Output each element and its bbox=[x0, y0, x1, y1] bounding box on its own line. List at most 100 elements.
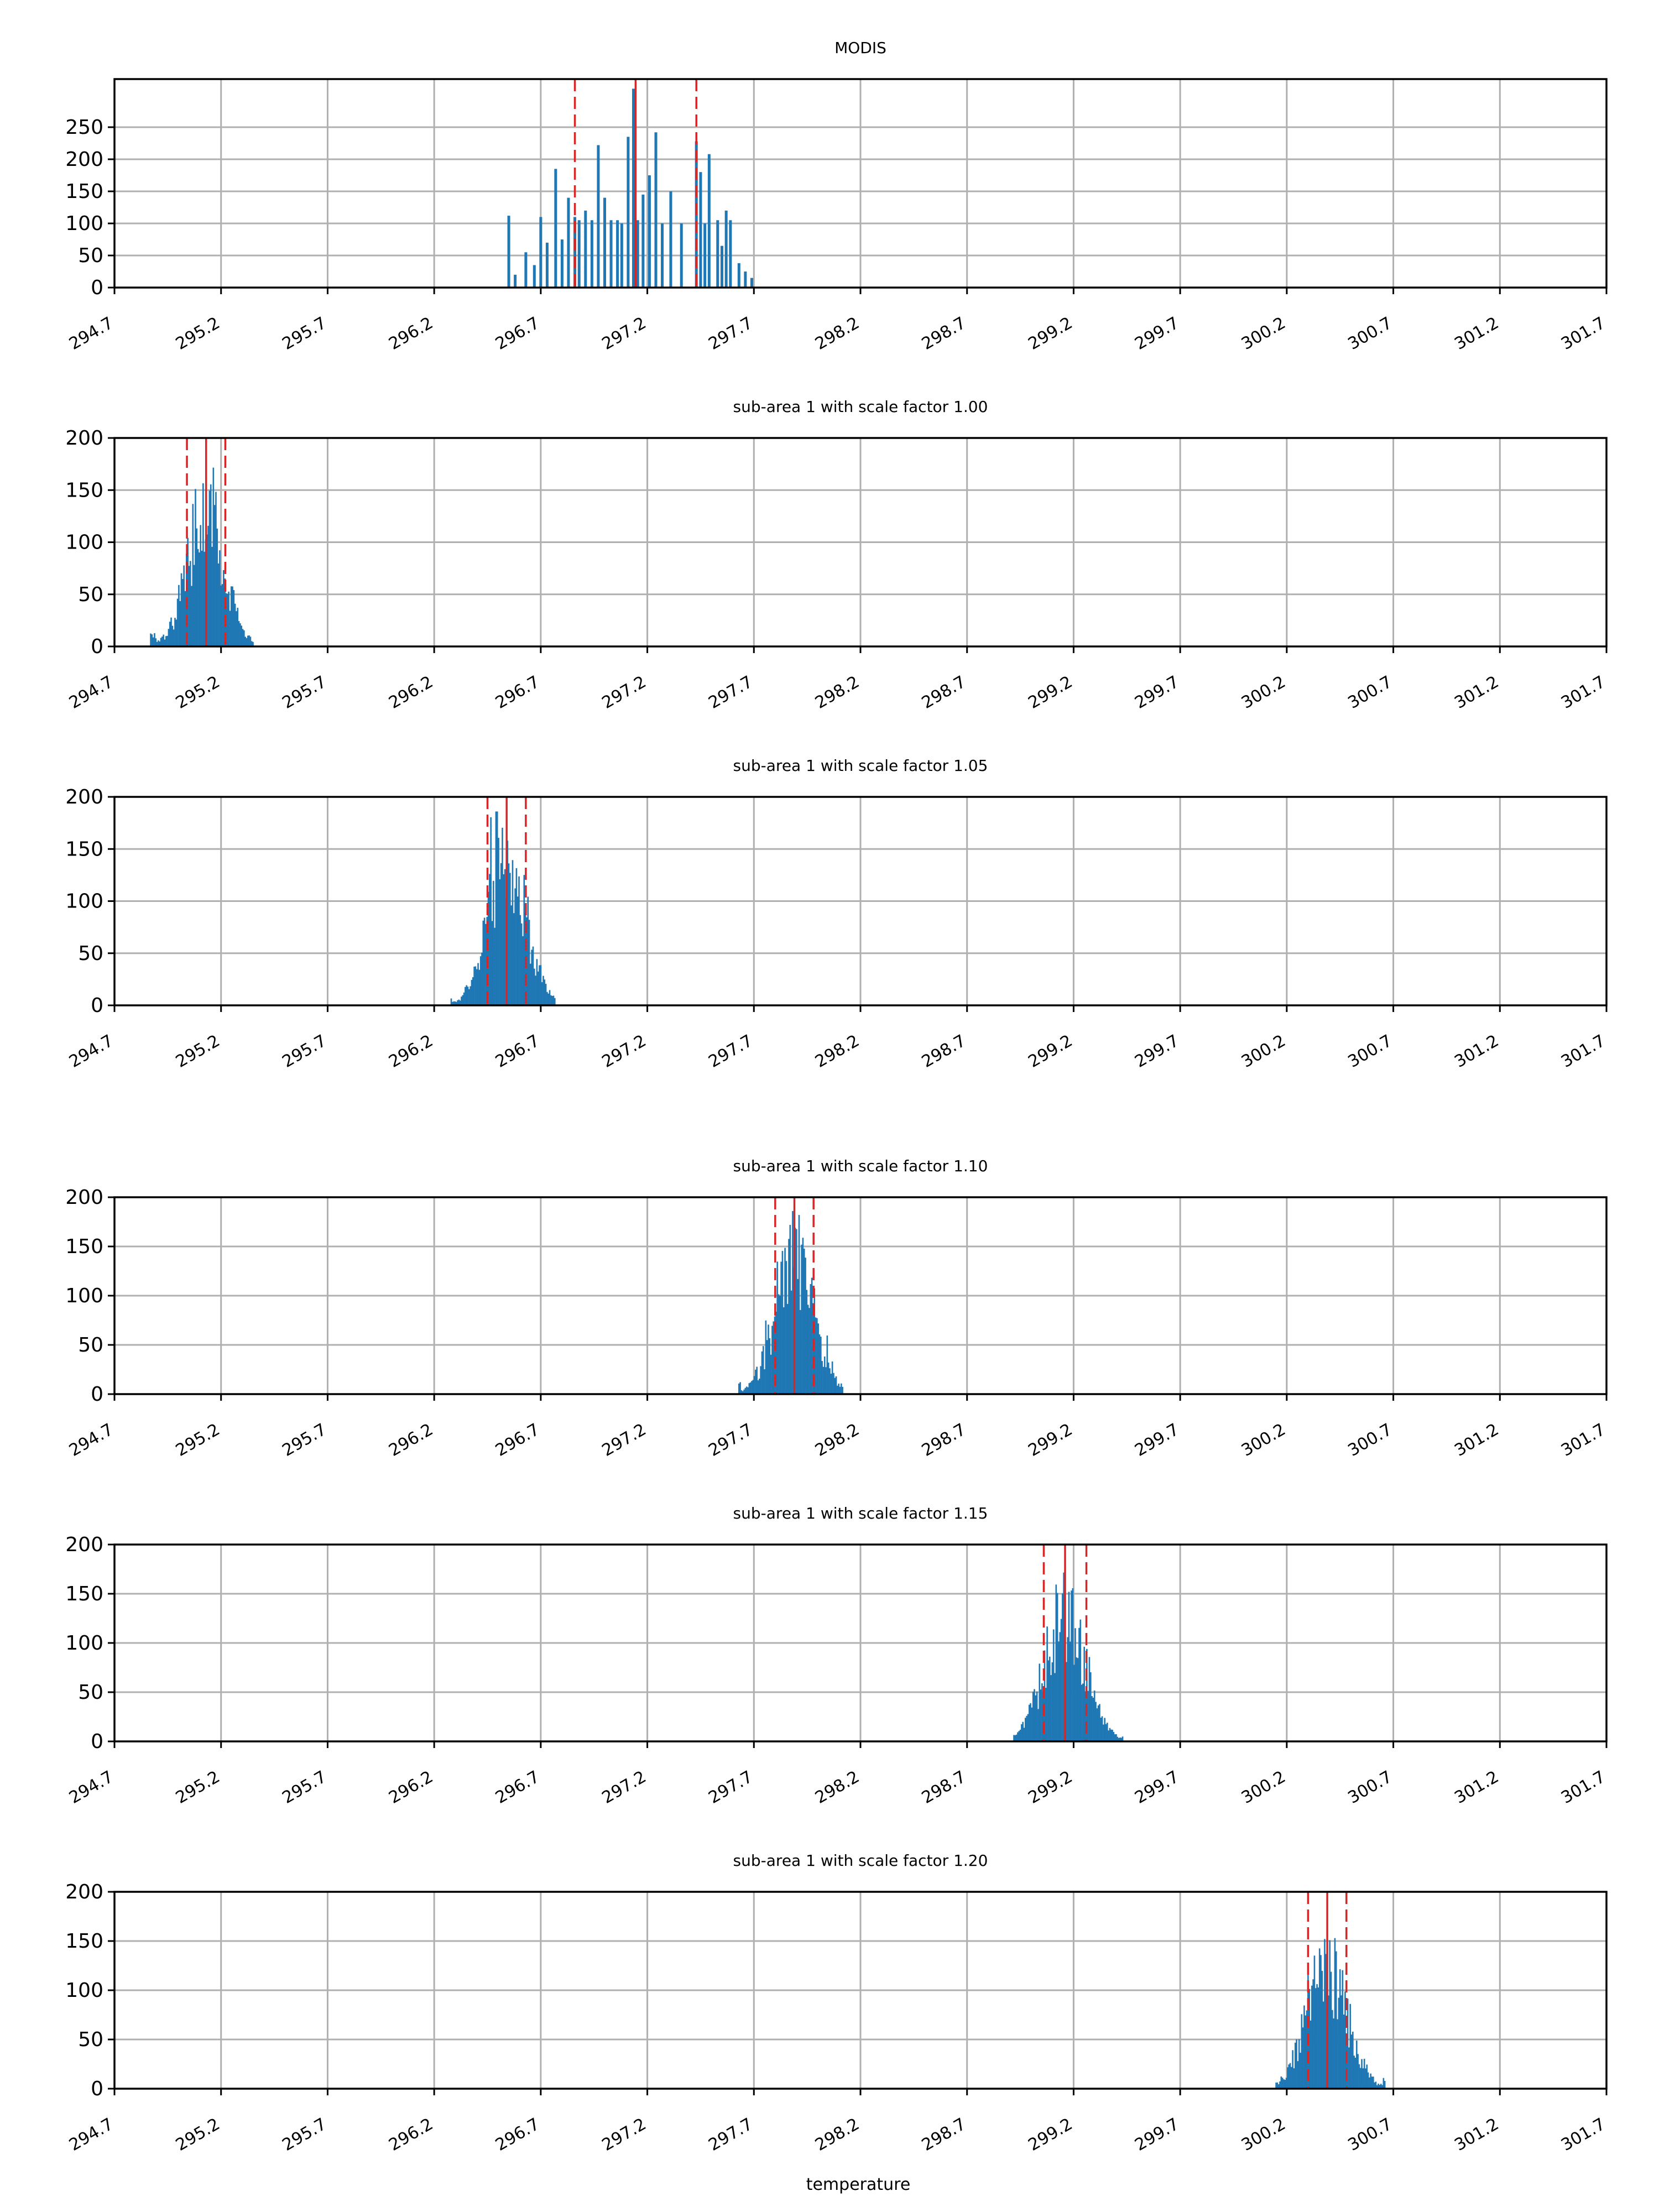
histogram-bar bbox=[151, 634, 153, 646]
histogram-bars bbox=[1013, 1572, 1124, 1741]
y-tick-label: 0 bbox=[91, 994, 103, 1017]
histogram-bar bbox=[716, 220, 719, 288]
histogram-bar bbox=[1358, 2064, 1360, 2089]
histogram-bar bbox=[1112, 1729, 1113, 1741]
histogram-bar bbox=[1297, 2061, 1299, 2089]
histogram-bar bbox=[1357, 2054, 1359, 2089]
histogram-bar bbox=[161, 637, 163, 646]
histogram-bar bbox=[242, 629, 244, 646]
histogram-bar bbox=[510, 905, 512, 1005]
histogram-bar bbox=[1076, 1657, 1078, 1741]
y-tick-label: 100 bbox=[65, 531, 103, 554]
histogram-bar bbox=[210, 484, 212, 646]
x-tick-label: 299.7 bbox=[1131, 1420, 1182, 1460]
histogram-bar bbox=[724, 210, 728, 288]
histogram-bar bbox=[550, 995, 552, 1005]
x-tick-label: 300.2 bbox=[1238, 2115, 1289, 2155]
histogram-bar bbox=[163, 634, 164, 646]
x-axis-label: temperature bbox=[806, 2175, 911, 2194]
histogram-bar bbox=[801, 1244, 802, 1394]
panel-1: MODIS 0 50 100 150 200 250 294.7 295.2 295.7 296.2… bbox=[65, 39, 1609, 354]
histogram-bar bbox=[1096, 1708, 1098, 1741]
y-tick-label: 150 bbox=[65, 838, 103, 860]
histogram-bar bbox=[830, 1374, 832, 1394]
histogram-bar bbox=[1021, 1724, 1022, 1741]
x-tick-label: 295.7 bbox=[279, 314, 330, 354]
histogram-bar bbox=[707, 154, 711, 288]
x-tick-label: 296.7 bbox=[492, 672, 543, 713]
histogram-bar bbox=[1087, 1691, 1089, 1741]
y-tick-label: 200 bbox=[65, 148, 103, 171]
histogram-bar bbox=[826, 1335, 828, 1394]
x-tick-label: 298.2 bbox=[812, 1031, 863, 1072]
panel-title: sub-area 1 with scale factor 1.00 bbox=[733, 398, 988, 416]
histogram-bar bbox=[750, 278, 753, 288]
histogram-bar bbox=[252, 641, 254, 646]
x-tick-label: 296.7 bbox=[492, 1420, 543, 1460]
histogram-bar bbox=[1365, 2068, 1366, 2089]
x-tick-label: 297.7 bbox=[705, 2115, 756, 2155]
histogram-bar bbox=[636, 220, 639, 288]
x-tick-label: 301.2 bbox=[1451, 2115, 1502, 2155]
histogram-bar bbox=[207, 525, 209, 646]
x-tick-label: 299.2 bbox=[1025, 2115, 1076, 2155]
panel-title: sub-area 1 with scale factor 1.05 bbox=[733, 757, 988, 775]
histogram-bar bbox=[224, 578, 226, 646]
y-tick-label: 0 bbox=[91, 276, 103, 299]
histogram-bar bbox=[517, 896, 519, 1005]
histogram-bar bbox=[577, 220, 581, 288]
panel-title: sub-area 1 with scale factor 1.10 bbox=[733, 1157, 988, 1175]
histogram-bar bbox=[1103, 1724, 1104, 1741]
histogram-bar bbox=[1039, 1663, 1041, 1741]
histogram-bar bbox=[835, 1376, 837, 1394]
histogram-bar bbox=[1067, 1637, 1068, 1741]
histogram-bar bbox=[1352, 2031, 1354, 2089]
histogram-bar bbox=[1050, 1675, 1052, 1741]
x-tick-label: 296.2 bbox=[385, 1031, 436, 1072]
histogram-bar bbox=[1361, 2059, 1363, 2089]
histogram-bar bbox=[1308, 1989, 1311, 2089]
histogram-bar bbox=[1339, 1969, 1341, 2089]
histogram-bar bbox=[176, 598, 179, 646]
histogram-bar bbox=[481, 952, 483, 1005]
histogram-bar bbox=[1301, 2014, 1303, 2089]
histogram-bar bbox=[779, 1295, 781, 1394]
x-tick-label: 295.2 bbox=[173, 672, 223, 713]
histogram-bar bbox=[771, 1326, 773, 1394]
x-tick-label: 295.2 bbox=[173, 1031, 223, 1072]
histogram-bar bbox=[182, 579, 184, 646]
histogram-bar bbox=[1035, 1695, 1037, 1741]
histogram-bar bbox=[792, 1211, 794, 1394]
histogram-bar bbox=[219, 550, 221, 646]
histogram-bar bbox=[1280, 2076, 1282, 2089]
x-tick-label: 301.7 bbox=[1558, 2115, 1609, 2155]
histogram-bar bbox=[495, 811, 497, 1005]
x-tick-label: 300.7 bbox=[1345, 314, 1396, 354]
histogram-bar bbox=[1063, 1572, 1065, 1741]
histogram-bar bbox=[784, 1248, 786, 1394]
histogram-bar bbox=[531, 950, 533, 1005]
histogram-bar bbox=[530, 963, 531, 1005]
histogram-bar bbox=[782, 1307, 785, 1394]
histogram-bar bbox=[1072, 1588, 1074, 1741]
histogram-bar bbox=[1303, 2005, 1305, 2089]
histogram-bar bbox=[541, 982, 543, 1005]
histogram-bar bbox=[1305, 2015, 1307, 2089]
histogram-bar bbox=[1108, 1730, 1109, 1741]
histogram-bar bbox=[1097, 1705, 1099, 1741]
histogram-bar bbox=[603, 197, 606, 288]
y-tick-label: 200 bbox=[65, 1186, 103, 1209]
histogram-bar bbox=[831, 1361, 833, 1394]
histogram-bar bbox=[547, 993, 550, 1005]
histogram-bar bbox=[465, 987, 466, 1005]
x-tick-label: 296.2 bbox=[385, 1420, 436, 1460]
x-tick-label: 300.7 bbox=[1345, 1031, 1396, 1072]
histogram-bar bbox=[171, 625, 174, 646]
histogram-bar bbox=[496, 811, 498, 1005]
histogram-bar bbox=[1113, 1731, 1115, 1741]
histogram-bar bbox=[620, 223, 623, 288]
y-tick-label: 0 bbox=[91, 2078, 103, 2100]
histogram-bar bbox=[770, 1354, 772, 1394]
histogram-bar bbox=[609, 220, 613, 288]
histogram-bar bbox=[764, 1369, 765, 1394]
